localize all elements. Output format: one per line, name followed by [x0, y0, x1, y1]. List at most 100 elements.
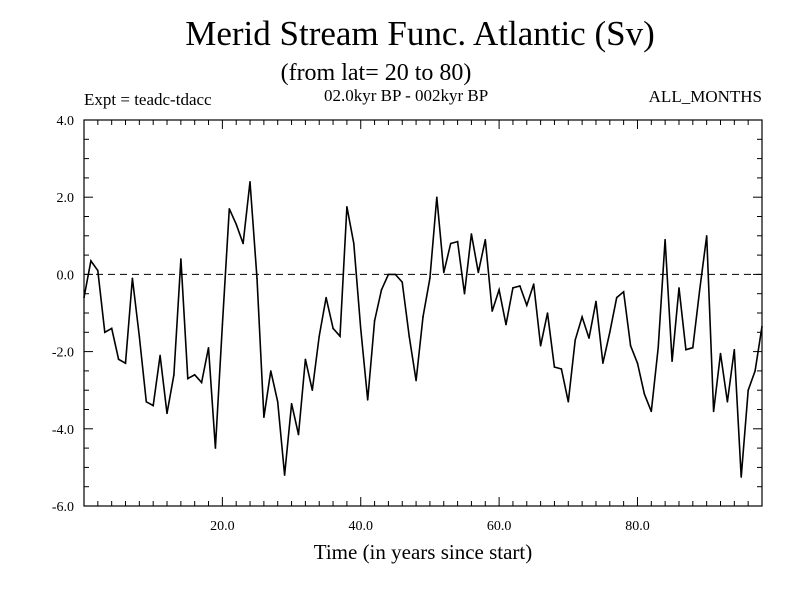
y-tick-label: -6.0 [52, 500, 74, 515]
data-point [304, 358, 307, 361]
data-point [103, 331, 106, 334]
data-point [124, 362, 127, 364]
data-point [525, 304, 528, 307]
data-point [131, 277, 134, 280]
data-point [456, 240, 459, 243]
data-point [235, 223, 238, 226]
data-point [138, 335, 141, 337]
x-tick-label: 80.0 [625, 519, 650, 534]
data-point [166, 412, 168, 415]
data-point [221, 323, 224, 326]
data-point [353, 242, 355, 245]
x-tick-label: 20.0 [210, 519, 235, 534]
data-point [754, 370, 756, 372]
data-point [283, 474, 286, 476]
data-point [747, 389, 749, 392]
x-axis-label: Time (in years since start) [313, 540, 533, 564]
y-tick-label: 0.0 [57, 268, 75, 283]
data-point [145, 400, 148, 403]
data-point [436, 196, 438, 198]
data-point [359, 327, 362, 330]
data-point [442, 271, 445, 274]
experiment-label: Expt = teadc-tdacc [84, 90, 212, 109]
y-tick-label: 2.0 [57, 191, 75, 206]
data-point [698, 289, 701, 291]
data-point [311, 389, 314, 392]
data-point [276, 400, 279, 403]
data-point [484, 238, 487, 241]
data-point [290, 402, 293, 405]
data-point [110, 327, 113, 330]
y-tick-label: -4.0 [52, 423, 74, 438]
data-point [532, 283, 535, 285]
data-point [608, 331, 611, 334]
data-point [339, 335, 341, 337]
data-point [173, 373, 175, 376]
data-point [401, 281, 404, 283]
data-point [207, 346, 210, 349]
data-point [387, 273, 390, 276]
data-point [256, 277, 258, 280]
data-point [588, 337, 590, 339]
data-point [546, 312, 549, 314]
data-point [567, 400, 570, 403]
data-point [249, 180, 251, 183]
data-point [539, 345, 542, 347]
months-label: ALL_MONTHS [648, 87, 762, 106]
data-point [422, 316, 424, 318]
data-point [761, 325, 763, 328]
data-point [505, 323, 507, 326]
data-point [622, 290, 625, 293]
data-point [519, 285, 521, 287]
data-point [332, 327, 334, 330]
data-point [705, 235, 708, 237]
data-point [477, 271, 480, 274]
data-point [560, 368, 563, 370]
data-point [380, 289, 383, 291]
data-point [581, 316, 583, 318]
data-point [678, 287, 680, 289]
data-point [263, 416, 265, 419]
data-point [297, 433, 300, 436]
data-point [373, 319, 376, 322]
data-point [602, 362, 604, 364]
data-point [366, 399, 369, 401]
data-point [242, 242, 244, 245]
chart-subtitle: (from lat= 20 to 80) [280, 60, 472, 86]
chart-title: Merid Stream Func. Atlantic (Sv) [185, 14, 655, 53]
series-line [83, 181, 763, 478]
data-point [657, 346, 660, 349]
period-label: 02.0kyr BP - 002kyr BP [324, 86, 489, 105]
data-point [318, 335, 321, 337]
data-point [117, 358, 120, 361]
data-point [97, 269, 99, 272]
data-point [159, 354, 161, 357]
data-point [152, 404, 154, 407]
data-point [574, 339, 577, 341]
data-point [712, 410, 715, 413]
data-point [470, 233, 473, 235]
data-point [200, 381, 203, 384]
data-point [719, 352, 722, 355]
data-point [498, 289, 500, 291]
data-point [449, 242, 452, 245]
data-point [180, 258, 182, 260]
data-point [325, 296, 327, 299]
data-point [553, 366, 556, 368]
data-point [664, 238, 666, 241]
data-point [740, 476, 743, 478]
data-point [429, 277, 431, 280]
data-point [595, 300, 597, 303]
data-point [408, 335, 410, 337]
data-point [650, 410, 653, 413]
data-point [463, 292, 466, 295]
data-point [346, 206, 348, 208]
data-point [643, 393, 646, 395]
data-point [636, 362, 639, 364]
data-point [269, 370, 272, 372]
data-point [394, 273, 397, 276]
data-point [692, 346, 694, 349]
data-point [629, 345, 632, 347]
data-point [512, 287, 514, 289]
